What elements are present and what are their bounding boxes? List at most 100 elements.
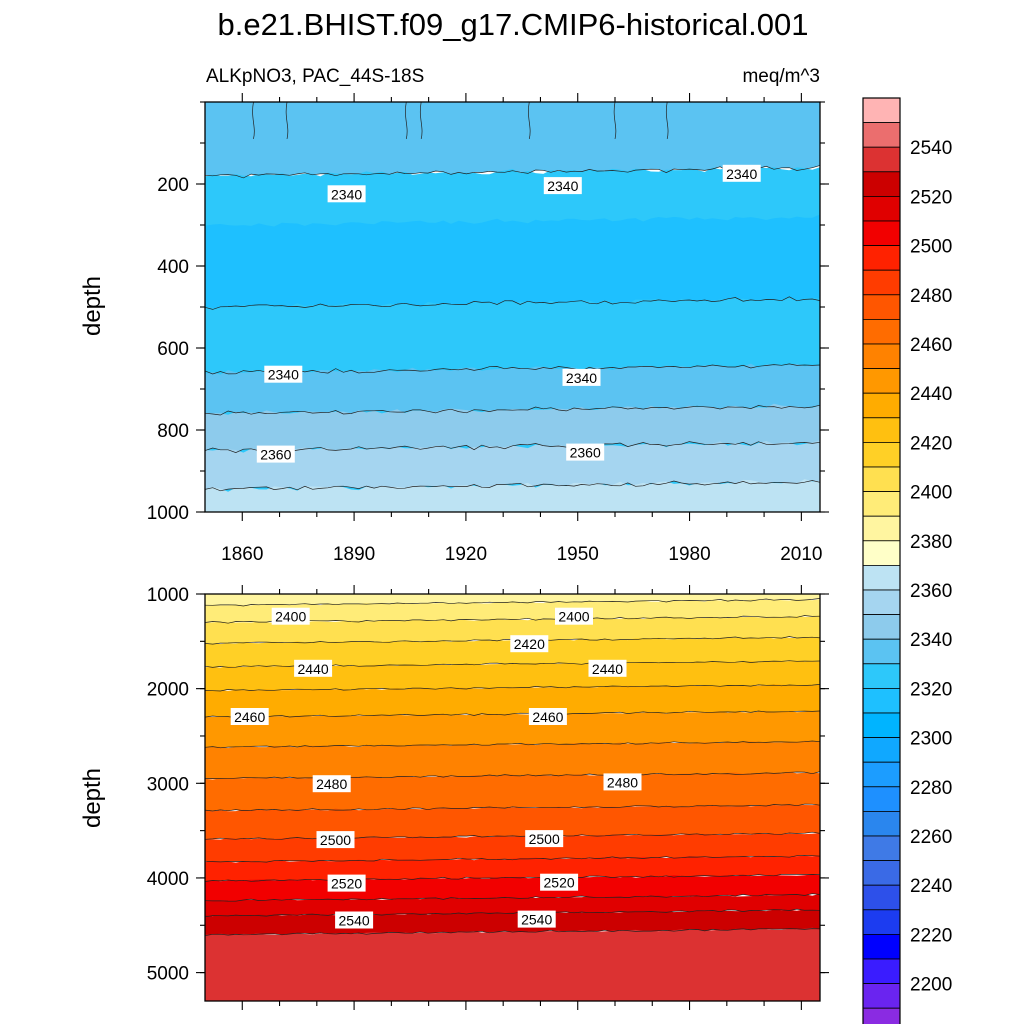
colorbar-label: 2520 <box>910 187 952 208</box>
contour-line <box>204 363 821 375</box>
contour-line <box>204 908 821 918</box>
x-tick-label: 1890 <box>333 544 375 565</box>
colorbar-label: 2300 <box>910 729 952 750</box>
svg-text:2520: 2520 <box>331 876 362 892</box>
contour-band-2320-2330 <box>205 214 820 310</box>
colorbar-label: 2420 <box>910 433 952 454</box>
svg-text:2440: 2440 <box>298 661 329 677</box>
svg-text:2500: 2500 <box>529 831 560 847</box>
contour-band-2460-2470 <box>205 740 820 779</box>
contour-band-2360-2370 <box>205 440 820 491</box>
contour-label: 2460 <box>528 708 567 725</box>
contour-label: 2420 <box>510 635 549 653</box>
svg-text:2340: 2340 <box>566 370 597 386</box>
svg-text:2480: 2480 <box>316 776 347 792</box>
colorbar-box-2430 <box>862 417 901 443</box>
colorbar-box-2300 <box>862 737 901 763</box>
contour-label: 2360 <box>566 443 605 461</box>
svg-text:2340: 2340 <box>726 166 757 182</box>
contour-line <box>665 101 669 139</box>
contour-label: 2340 <box>327 185 366 203</box>
colorbar-box-2410 <box>862 466 901 493</box>
colorbar-label: 2400 <box>910 483 952 504</box>
contour-band-2540-2550 <box>205 927 820 1001</box>
contour-label: 2340 <box>264 365 303 383</box>
colorbar-box-2260 <box>862 835 901 862</box>
contour-label: 2340 <box>562 368 601 386</box>
contour-label: 2440 <box>588 659 627 677</box>
contour-label: 2340 <box>722 164 761 182</box>
svg-text:2400: 2400 <box>275 609 306 625</box>
contour-band-2340-2350 <box>205 363 820 415</box>
y-tick-label: 1000 <box>147 585 189 606</box>
colorbar-box-2450 <box>862 368 901 394</box>
contour-line <box>204 893 821 902</box>
contour-label: 2440 <box>294 659 333 677</box>
svg-text:2340: 2340 <box>547 178 578 194</box>
contour-line <box>204 873 821 882</box>
contour-band-2470-2480 <box>205 771 820 811</box>
colorbar-label: 2500 <box>910 237 952 258</box>
contour-band-2450-2460 <box>205 710 820 748</box>
contour-band-2430-2440 <box>205 660 820 691</box>
colorbar-box-2310 <box>862 712 901 739</box>
panel-frame <box>204 593 821 1002</box>
colorbar: 2540 2520 2500 2480 2460 2440 2420 2400 2380 2360… <box>862 97 952 1024</box>
contour-label: 2520 <box>540 873 579 891</box>
colorbar-box-2340 <box>862 638 901 665</box>
contour-label: 2500 <box>525 830 564 848</box>
contour-line <box>419 101 423 139</box>
contour-line <box>204 598 821 607</box>
y-tick-label: 1000 <box>147 503 189 524</box>
colorbar-box-2220 <box>862 934 901 960</box>
contour-band-2390-2400 <box>205 594 820 606</box>
svg-text:2340: 2340 <box>268 367 299 383</box>
contour-line <box>613 101 617 139</box>
contour-line <box>204 740 821 749</box>
contour-label: 2480 <box>603 773 642 791</box>
colorbar-box-2540 <box>862 146 901 173</box>
colorbar-box-2240 <box>862 884 901 911</box>
contour-line <box>204 855 821 863</box>
x-tick-label: 1980 <box>668 544 710 565</box>
contour-line <box>204 928 821 937</box>
colorbar-label: 2200 <box>910 975 952 996</box>
contour-line <box>204 480 821 492</box>
colorbar-box-2480 <box>862 294 901 320</box>
figure-title: b.e21.BHIST.f09_g17.CMIP6-historical.001 <box>217 7 808 42</box>
contour-line <box>405 101 408 139</box>
contour-band-2370-2380 <box>205 479 820 512</box>
contour-line <box>204 404 821 416</box>
svg-text:2360: 2360 <box>570 445 601 461</box>
contour-line <box>204 165 821 179</box>
colorbar-label: 2480 <box>910 286 952 307</box>
y-tick-label: 5000 <box>147 964 189 985</box>
x-tick-label: 1950 <box>557 544 599 565</box>
colorbar-label: 2540 <box>910 138 952 159</box>
colorbar-box-2380 <box>862 540 901 566</box>
svg-text:2540: 2540 <box>521 912 552 928</box>
svg-text:2440: 2440 <box>592 661 623 677</box>
colorbar-box-2230 <box>862 909 901 935</box>
svg-text:2540: 2540 <box>339 913 370 929</box>
colorbar-box-2390 <box>862 515 901 542</box>
svg-text:2420: 2420 <box>514 636 545 652</box>
y-tick-label: 800 <box>157 421 189 442</box>
y-tick-label: 600 <box>157 339 189 360</box>
contour-label: 2500 <box>316 831 355 849</box>
colorbar-box-2270 <box>862 811 901 837</box>
contour-label: 2480 <box>312 775 351 793</box>
contour-band-2410-2420 <box>205 615 820 645</box>
contour-band-2330-2340 <box>205 298 820 374</box>
y-tick-label: 4000 <box>147 869 189 890</box>
contour-label: 2360 <box>256 445 295 463</box>
colorbar-box-2460 <box>862 343 901 370</box>
colorbar-box-2500 <box>862 245 901 271</box>
contour-band-2340-2350 <box>205 102 820 178</box>
colorbar-label: 2440 <box>910 384 952 405</box>
lower-y-axis-label: depth <box>79 768 106 828</box>
y-tick-label: 400 <box>157 257 189 278</box>
svg-text:2340: 2340 <box>331 186 362 202</box>
colorbar-box-2400 <box>862 491 901 517</box>
